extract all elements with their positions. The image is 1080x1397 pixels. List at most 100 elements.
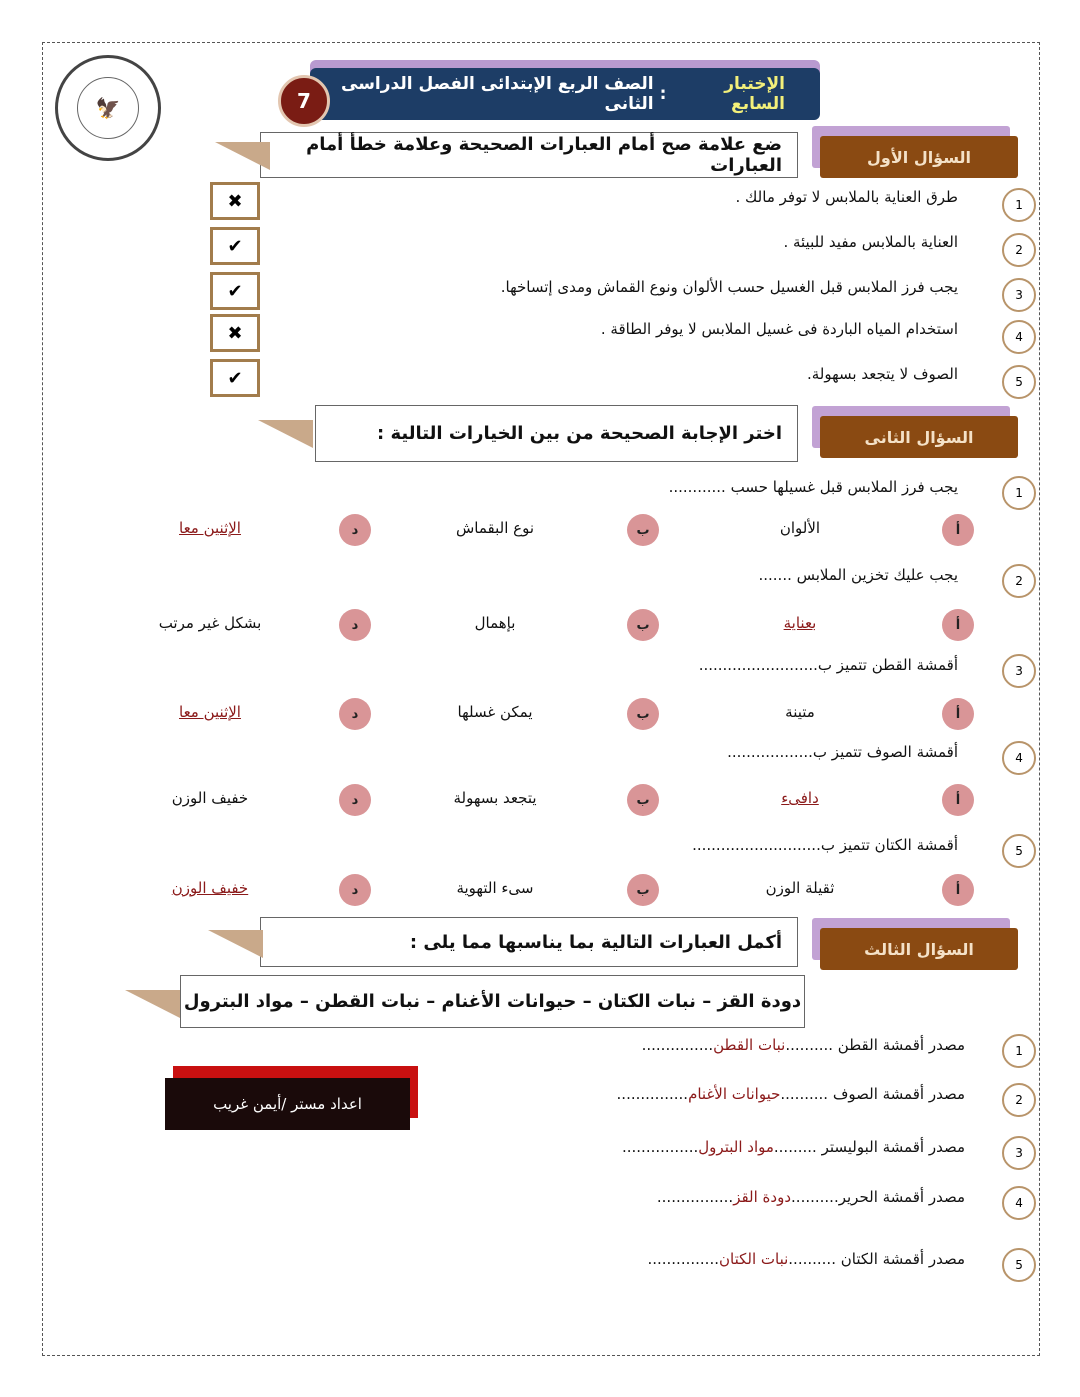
page-border — [42, 42, 1040, 1356]
item-number: 1 — [1002, 1034, 1036, 1068]
q2-instruction: اختر الإجابة الصحيحة من بين الخيارات الت… — [315, 405, 798, 462]
option-text: بشكل غير مرتب — [158, 614, 262, 632]
option-letter: د — [339, 609, 371, 641]
filled-answer: نبات الكتان — [718, 1250, 789, 1268]
option-text: يمكن غسلها — [457, 703, 533, 721]
fill-in-statement: مصدر أقمشة الكتان ..........نبات الكتان.… — [647, 1250, 965, 1268]
item-number: 3 — [1002, 278, 1036, 312]
option-letter: أ — [942, 874, 974, 906]
filled-answer: دودة القز — [733, 1188, 792, 1206]
decor-wedge — [208, 930, 263, 958]
question: يجب عليك تخزين الملابس ....... — [758, 566, 958, 584]
statement-prefix: مصدر أقمشة الحرير.......... — [791, 1188, 965, 1206]
answer-box: ✔ — [210, 227, 260, 265]
option-letter: د — [339, 874, 371, 906]
ministry-logo: 🦅 — [55, 55, 161, 161]
fill-in-statement: مصدر أقمشة الحرير..........دودة القز....… — [657, 1188, 965, 1206]
q3-instruction: أكمل العبارات التالية بما يناسبها مما يل… — [260, 917, 798, 967]
separator: : — [659, 84, 667, 104]
answer-box: ✔ — [210, 359, 260, 397]
answer-box: ✖ — [210, 182, 260, 220]
word-bank: دودة القز – نبات الكتان – حيوانات الأغنا… — [180, 975, 805, 1028]
statement: طرق العناية بالملابس لا توفر مالك . — [735, 188, 959, 206]
filled-answer: حيوانات الأغنام — [688, 1085, 781, 1103]
option-letter: أ — [942, 784, 974, 816]
q1-instruction: ضع علامة صح أمام العبارات الصحيحة وعلامة… — [260, 132, 798, 178]
option-text: خفيف الوزن — [171, 879, 249, 897]
statement: العناية بالملابس مفيد للبيئة . — [783, 233, 958, 251]
statement: استخدام المياه الباردة فى غسيل الملابس ل… — [600, 320, 958, 338]
test-banner: الإختبار السابع : الصف الربع الإبتدائى ا… — [310, 68, 820, 120]
item-number: 4 — [1002, 741, 1036, 775]
item-number: 2 — [1002, 1083, 1036, 1117]
option-text: خفيف الوزن — [171, 789, 249, 807]
eagle-emblem-icon: 🦅 — [77, 77, 139, 139]
item-number: 3 — [1002, 1136, 1036, 1170]
item-number: 3 — [1002, 654, 1036, 688]
fill-in-statement: مصدر أقمشة القطن ..........نبات القطن...… — [642, 1036, 965, 1054]
option-letter: د — [339, 698, 371, 730]
option-text: ثقيلة الوزن — [765, 879, 835, 897]
option-text: متينة — [785, 703, 815, 721]
statement-prefix: مصدر أقمشة البوليستر ......... — [773, 1138, 965, 1156]
statement-suffix: ............... — [647, 1250, 719, 1268]
q1-tab: السؤال الأول — [820, 136, 1018, 178]
option-letter: ب — [627, 874, 659, 906]
option-text: يتجعد بسهولة — [453, 789, 537, 807]
item-number: 1 — [1002, 476, 1036, 510]
item-number: 5 — [1002, 834, 1036, 868]
answer-box: ✔ — [210, 272, 260, 310]
filled-answer: مواد البترول — [698, 1138, 774, 1156]
item-number: 2 — [1002, 233, 1036, 267]
statement: الصوف لا يتجعد بسهولة. — [807, 365, 958, 383]
option-text: بعناية — [783, 614, 817, 632]
option-letter: ب — [627, 609, 659, 641]
option-letter: ب — [627, 698, 659, 730]
statement-suffix: ................ — [656, 1188, 734, 1206]
fill-in-statement: مصدر أقمشة البوليستر .........مواد البتر… — [622, 1138, 965, 1156]
question: أقمشة الصوف تتميز ب.................. — [727, 743, 958, 761]
answer-box: ✖ — [210, 314, 260, 352]
item-number: 4 — [1002, 320, 1036, 354]
item-number: 5 — [1002, 1248, 1036, 1282]
statement-prefix: مصدر أقمشة الكتان .......... — [788, 1250, 965, 1268]
option-text: الألوان — [779, 519, 821, 537]
question: يجب فرز الملابس قبل غسيلها حسب .........… — [668, 478, 958, 496]
question: أقمشة الكتان تتميز ب....................… — [692, 836, 958, 854]
statement-suffix: ............... — [641, 1036, 714, 1054]
option-letter: أ — [942, 609, 974, 641]
option-letter: د — [339, 784, 371, 816]
decor-wedge — [258, 420, 313, 448]
option-letter: ب — [627, 514, 659, 546]
decor-wedge — [125, 990, 180, 1018]
option-text: بإهمال — [474, 614, 516, 632]
option-text: الإثنين معا — [179, 703, 241, 721]
test-title: الصف الربع الإبتدائى الفصل الدراسى الثان… — [341, 74, 654, 114]
author-credit: اعداد مستر /أيمن غريب — [165, 1078, 410, 1130]
q2-tab: السؤال الثانى — [820, 416, 1018, 458]
option-letter: ب — [627, 784, 659, 816]
decor-wedge — [215, 142, 270, 170]
option-letter: د — [339, 514, 371, 546]
q3-tab: السؤال الثالث — [820, 928, 1018, 970]
item-number: 1 — [1002, 188, 1036, 222]
item-number: 5 — [1002, 365, 1036, 399]
filled-answer: نبات القطن — [713, 1036, 786, 1054]
statement-suffix: ................ — [621, 1138, 699, 1156]
item-number: 2 — [1002, 564, 1036, 598]
option-letter: أ — [942, 514, 974, 546]
fill-in-statement: مصدر أقمشة الصوف ..........حيوانات الأغن… — [617, 1085, 965, 1103]
statement-prefix: مصدر أقمشة القطن .......... — [785, 1036, 965, 1054]
statement-suffix: ............... — [616, 1085, 689, 1103]
option-text: نوع البقماش — [455, 519, 535, 537]
option-letter: أ — [942, 698, 974, 730]
test-label: الإختبار السابع — [724, 74, 785, 114]
option-text: سىء التهوية — [456, 879, 534, 897]
item-number: 4 — [1002, 1186, 1036, 1220]
test-number-badge: 7 — [278, 75, 330, 127]
option-text: دافىء — [781, 789, 819, 807]
question: أقمشة القطن تتميز ب.....................… — [698, 656, 958, 674]
statement-prefix: مصدر أقمشة الصوف .......... — [780, 1085, 965, 1103]
option-text: الإثنين معا — [179, 519, 241, 537]
